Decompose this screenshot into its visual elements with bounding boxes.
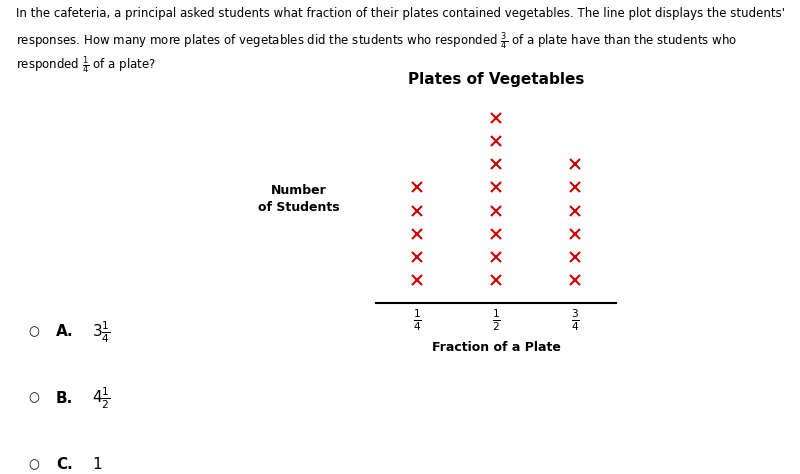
Text: $4\frac{1}{2}$: $4\frac{1}{2}$: [92, 385, 110, 411]
Text: responded $\frac{1}{4}$ of a plate?: responded $\frac{1}{4}$ of a plate?: [16, 55, 156, 76]
Text: responses. How many more plates of vegetables did the students who responded $\f: responses. How many more plates of veget…: [16, 31, 737, 53]
Text: $3\frac{1}{4}$: $3\frac{1}{4}$: [92, 319, 110, 345]
Text: ○: ○: [28, 392, 39, 405]
X-axis label: Fraction of a Plate: Fraction of a Plate: [431, 341, 561, 355]
Text: ○: ○: [28, 458, 39, 471]
Title: Plates of Vegetables: Plates of Vegetables: [408, 72, 584, 87]
Text: C.: C.: [56, 457, 73, 472]
Text: 1: 1: [92, 457, 102, 472]
Text: A.: A.: [56, 324, 74, 339]
Text: In the cafeteria, a principal asked students what fraction of their plates conta: In the cafeteria, a principal asked stud…: [16, 7, 785, 20]
Text: ○: ○: [28, 325, 39, 338]
Text: B.: B.: [56, 391, 74, 406]
Text: Number
of Students: Number of Students: [258, 184, 340, 214]
